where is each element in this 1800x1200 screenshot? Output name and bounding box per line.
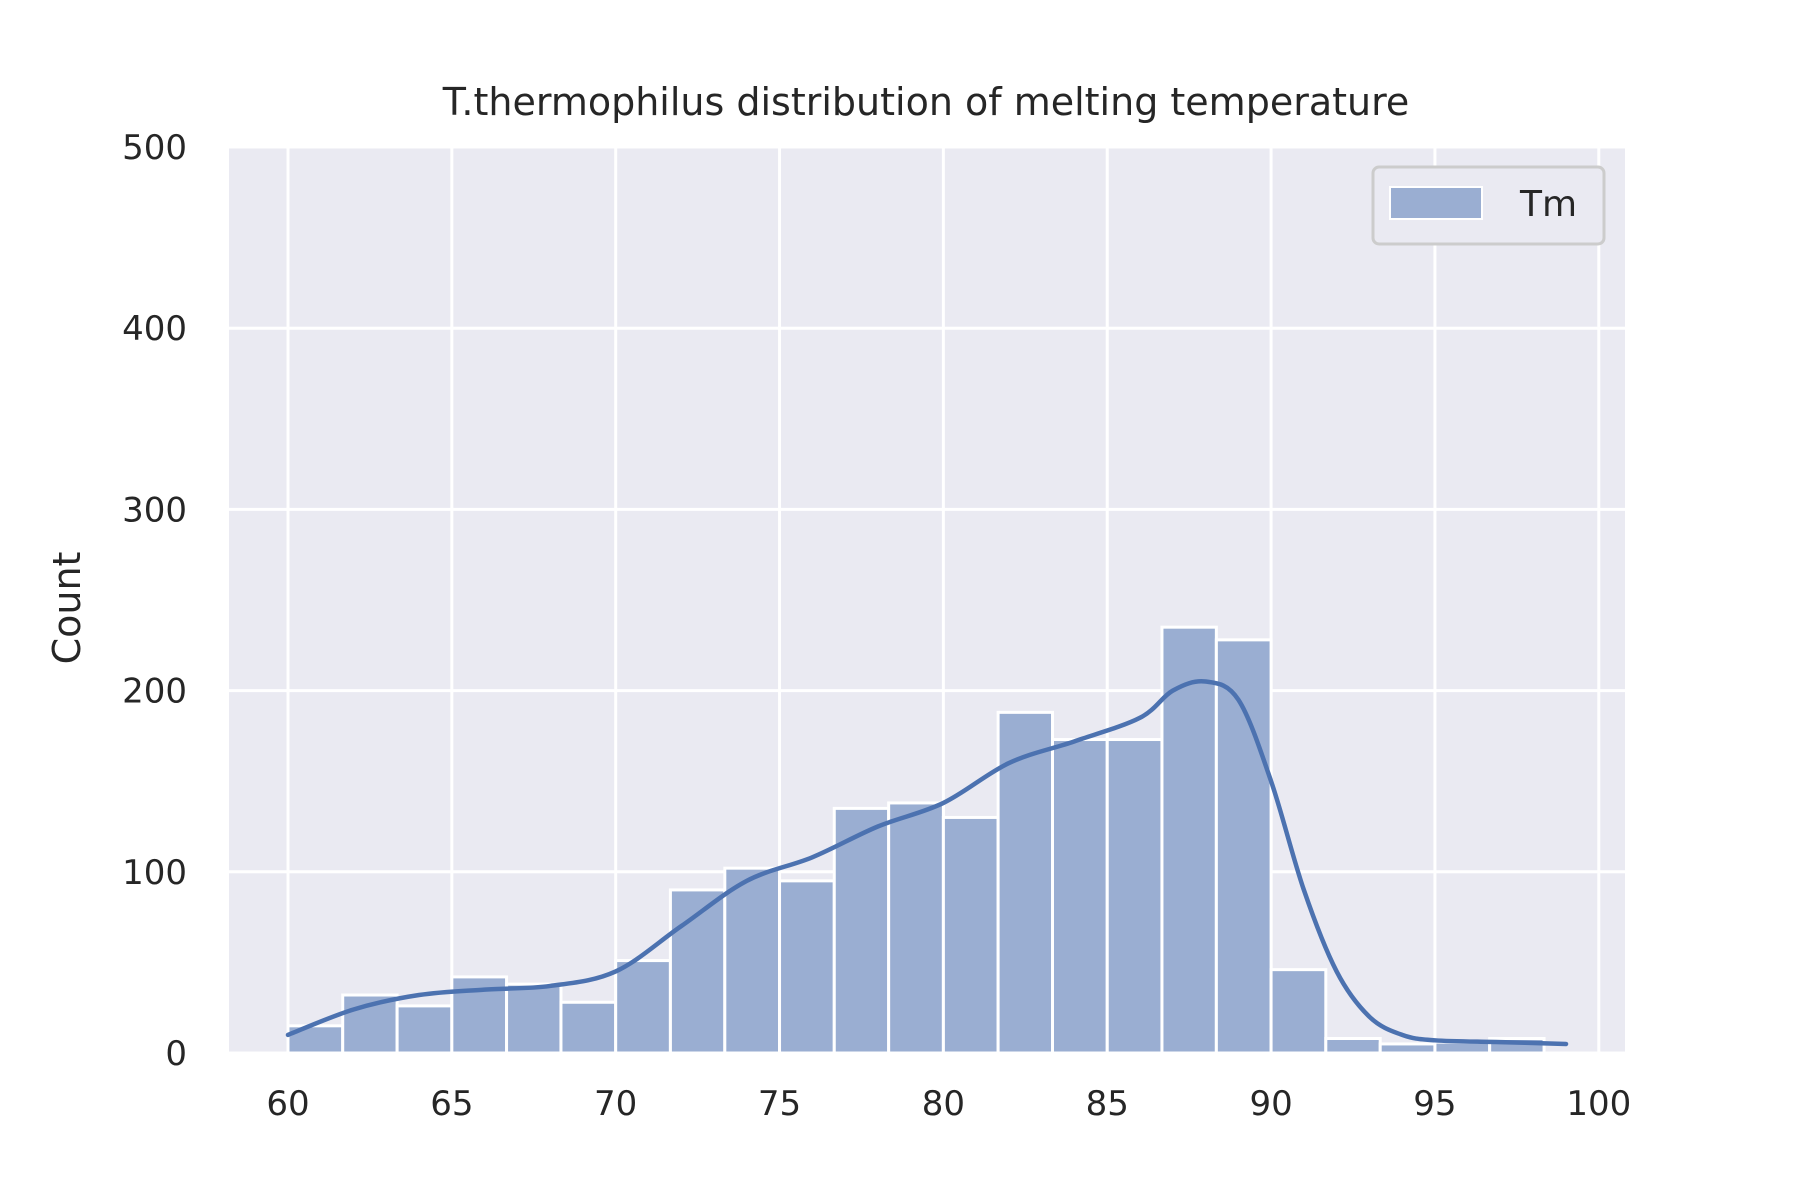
x-tick-label: 80	[922, 1084, 965, 1124]
histogram-bar	[887, 801, 945, 1055]
x-tick-label: 60	[266, 1084, 309, 1124]
legend-label-tm: Tm	[1519, 184, 1577, 225]
x-tick-label: 65	[430, 1084, 473, 1124]
histogram-bar	[1269, 968, 1328, 1055]
x-tick-label: 95	[1413, 1084, 1456, 1124]
histogram-bar	[559, 1000, 618, 1055]
histogram-bar	[1324, 1037, 1382, 1055]
y-tick-label: 400	[122, 309, 187, 349]
histogram-bar	[1160, 625, 1218, 1055]
x-tick-labels: 60 65 70 75 80 85 90 95 100	[266, 1084, 1631, 1124]
histogram-bar	[723, 866, 782, 1055]
histogram-bar	[614, 959, 672, 1055]
kde-curve	[285, 679, 1569, 1047]
histogram-bar	[1105, 738, 1164, 1055]
y-tick-label: 300	[122, 490, 187, 530]
histogram-bars	[286, 625, 1546, 1055]
histogram-bar	[778, 879, 836, 1055]
histogram-bar	[941, 815, 1000, 1055]
x-tick-label: 100	[1566, 1084, 1631, 1124]
histogram-bar	[1214, 638, 1273, 1055]
y-tick-label: 100	[122, 853, 187, 893]
x-tick-label: 90	[1249, 1084, 1292, 1124]
histogram-bar	[505, 982, 563, 1055]
chart-title: T.thermophilus distribution of melting t…	[442, 80, 1410, 124]
histogram-bar	[1378, 1042, 1437, 1055]
x-tick-label: 85	[1086, 1084, 1129, 1124]
legend-swatch-tm	[1389, 186, 1483, 220]
y-tick-label: 200	[122, 672, 187, 712]
y-tick-label: 0	[165, 1034, 187, 1074]
x-tick-label: 75	[758, 1084, 801, 1124]
y-axis-label: Count	[45, 552, 89, 665]
y-tick-labels: 0 100 200 300 400 500	[122, 128, 187, 1074]
histogram-bar	[395, 1004, 454, 1055]
histogram-bar	[1051, 738, 1109, 1055]
y-tick-label: 500	[122, 128, 187, 168]
x-tick-label: 70	[594, 1084, 637, 1124]
legend: Tm	[1371, 165, 1606, 246]
